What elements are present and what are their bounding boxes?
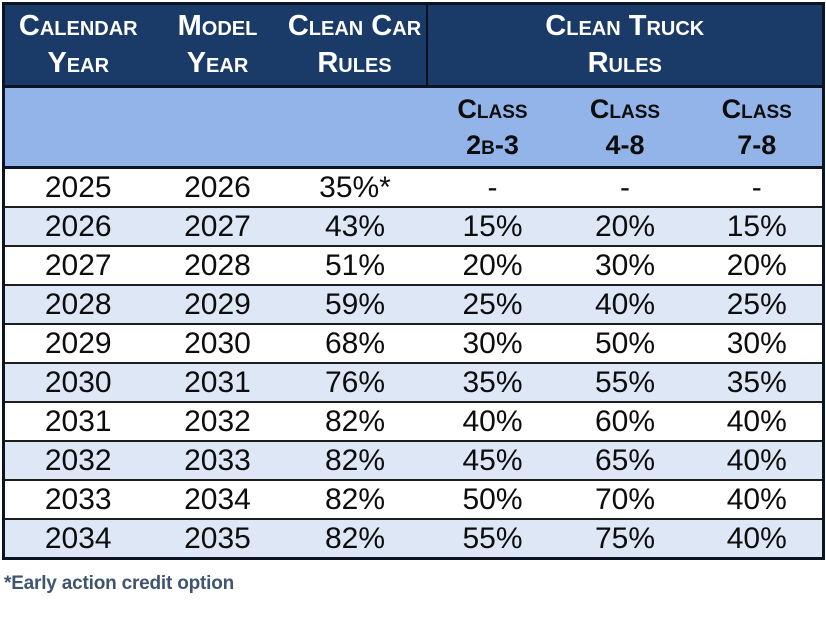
table-cell: 82% [283,401,427,441]
table-cell: 2032 [3,440,152,480]
table-cell: 55% [426,518,559,559]
table-cell: 2031 [3,401,152,441]
col-header-calendar-year: Calendar Year [3,3,152,87]
table-cell: 20% [691,245,824,285]
table-cell: 35%* [283,166,427,207]
table-cell: 2027 [151,206,284,246]
table-cell: 43% [283,206,427,246]
table-cell: 75% [558,518,692,559]
table-cell: 25% [426,284,559,324]
table-cell: 2033 [3,479,152,519]
table-cell: 2031 [151,362,284,402]
table-row: 2027 2028 51% 20% 30% 20% [3,245,824,285]
subheader-empty [283,85,427,168]
table-cell: 2026 [3,206,152,246]
table-cell: 20% [426,245,559,285]
table-cell: 82% [283,479,427,519]
table-cell: 2034 [3,518,152,559]
table-cell: 2027 [3,245,152,285]
table-cell: 2029 [151,284,284,324]
table-row: 2028 2029 59% 25% 40% 25% [3,284,824,324]
table-cell: 2029 [3,323,152,363]
table-row: 2029 2030 68% 30% 50% 30% [3,323,824,363]
subheader-empty [151,85,284,168]
table-cell: 82% [283,518,427,559]
table-cell: 30% [558,245,692,285]
table-cell: 2034 [151,479,284,519]
table-cell: 2030 [3,362,152,402]
table-cell: 2035 [151,518,284,559]
col-header-model-year: Model Year [151,3,284,87]
table-cell: - [691,166,824,207]
table-cell: 70% [558,479,692,519]
table-cell: 25% [691,284,824,324]
table-row: 2034 2035 82% 55% 75% 40% [3,518,824,559]
table-cell: 40% [558,284,692,324]
table-row: 2026 2027 43% 15% 20% 15% [3,206,824,246]
table-cell: 50% [558,323,692,363]
table-cell: 35% [426,362,559,402]
table-cell: 45% [426,440,559,480]
subheader-class-7-8: Class 7-8 [691,85,824,168]
table-cell: 82% [283,440,427,480]
table-cell: - [558,166,692,207]
footnote: *Early action credit option [4,573,235,594]
table-cell: 2028 [151,245,284,285]
table-cell: 15% [426,206,559,246]
table-cell: 30% [426,323,559,363]
compliance-table: Calendar Year Model Year Clean Car Rules… [2,2,825,560]
table-cell: 2030 [151,323,284,363]
col-header-clean-car-rules: Clean Car Rules [283,3,427,87]
table-cell: 65% [558,440,692,480]
table-cell: 50% [426,479,559,519]
subheader-class-2b-3: Class 2b-3 [426,85,559,168]
table-row: 2030 2031 76% 35% 55% 35% [3,362,824,402]
table-row: 2031 2032 82% 40% 60% 40% [3,401,824,441]
table-cell: 40% [691,440,824,480]
table-cell: 15% [691,206,824,246]
table-cell: 40% [691,401,824,441]
table-cell: 20% [558,206,692,246]
table-cell: 51% [283,245,427,285]
table-cell: 30% [691,323,824,363]
table-row: 2025 2026 35%* - - - [3,166,824,207]
table-cell: 60% [558,401,692,441]
table-cell: 35% [691,362,824,402]
table-cell: 2028 [3,284,152,324]
table-cell: 2025 [3,166,152,207]
table-row: 2033 2034 82% 50% 70% 40% [3,479,824,519]
table-cell: - [426,166,559,207]
table-cell: 40% [426,401,559,441]
table-cell: 2033 [151,440,284,480]
subheader-empty [3,85,152,168]
subheader-row: Class 2b-3 Class 4-8 Class 7-8 [3,85,824,168]
table-cell: 68% [283,323,427,363]
table-cell: 59% [283,284,427,324]
table-cell: 55% [558,362,692,402]
header-row: Calendar Year Model Year Clean Car Rules… [3,3,824,87]
table-cell: 40% [691,518,824,559]
table-cell: 2032 [151,401,284,441]
table-cell: 76% [283,362,427,402]
table-cell: 40% [691,479,824,519]
subheader-class-4-8: Class 4-8 [558,85,692,168]
col-header-clean-truck-rules: Clean Truck Rules [425,3,824,87]
table-cell: 2026 [151,166,284,207]
table-row: 2032 2033 82% 45% 65% 40% [3,440,824,480]
